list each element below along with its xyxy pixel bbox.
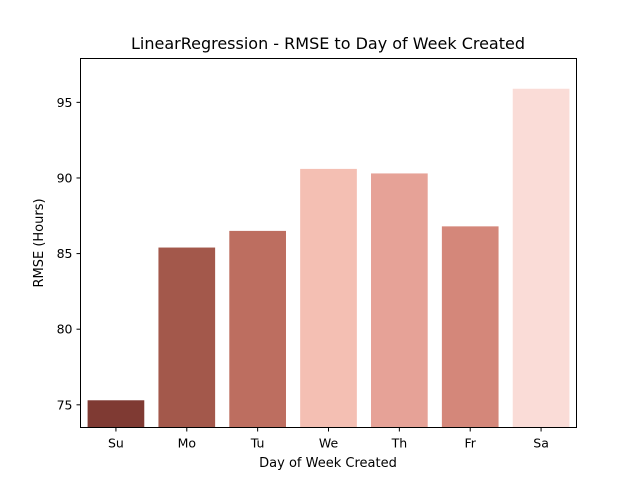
x-axis-label: Day of Week Created (259, 456, 397, 471)
x-tick-label: Fr (465, 436, 477, 451)
y-tick-label: 85 (57, 246, 73, 261)
plot-frame (80, 58, 577, 428)
y-tick-label: 95 (57, 95, 73, 110)
y-axis-label: RMSE (Hours) (32, 198, 47, 287)
bar-fr (441, 226, 499, 428)
y-tick-label: 80 (57, 322, 73, 337)
x-tick-label: Sa (533, 436, 549, 451)
x-tick-label: Su (108, 436, 124, 451)
bar-tu (229, 230, 286, 428)
y-axis-ticks: 75 80 85 90 95 (57, 95, 81, 412)
y-tick-label: 90 (57, 170, 73, 185)
x-tick-label: Th (391, 436, 408, 451)
y-tick-label: 75 (57, 397, 73, 412)
x-tick-label: We (319, 436, 339, 451)
x-tick-label: Mo (178, 436, 196, 451)
bar-sa (512, 88, 570, 428)
bar-su (87, 400, 145, 428)
bar-mo (158, 247, 216, 428)
x-tick-label: Tu (250, 436, 265, 451)
x-axis-ticks: Su Mo Tu We Th Fr Sa (108, 427, 549, 451)
bar-we (300, 168, 357, 428)
bar-th (371, 173, 428, 428)
bars-group (87, 88, 570, 428)
chart-title: LinearRegression - RMSE to Day of Week C… (131, 34, 525, 53)
